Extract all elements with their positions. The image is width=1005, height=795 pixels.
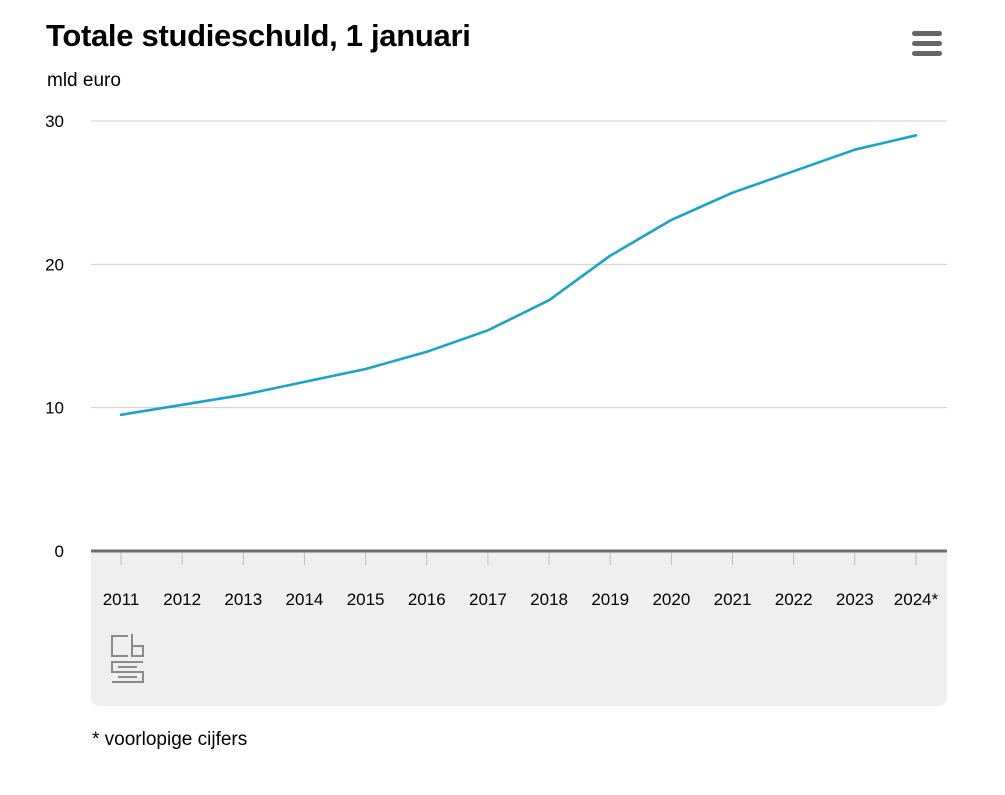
- x-tick-label: 2022: [775, 590, 813, 609]
- data-point[interactable]: [422, 347, 432, 357]
- x-tick-label: 2016: [408, 590, 446, 609]
- chart-title: Totale studieschuld, 1 januari: [46, 18, 471, 53]
- x-tick-label: 2013: [224, 590, 262, 609]
- line-chart: 0 10 20 30 2011 2012 2013 2014 2015 2016 2017 2018…: [45, 112, 947, 706]
- x-tick-label: 2018: [530, 590, 568, 609]
- x-tick-label: 2014: [286, 590, 324, 609]
- x-axis-ticks: 2011 2012 2013 2014 2015 2016 2017 2018 2019 2020…: [103, 553, 939, 609]
- data-point[interactable]: [238, 390, 248, 400]
- data-point[interactable]: [911, 130, 921, 140]
- data-point[interactable]: [789, 166, 799, 176]
- x-axis-band-top: [91, 551, 947, 563]
- x-tick-label: 2017: [469, 590, 507, 609]
- data-point[interactable]: [361, 364, 371, 374]
- data-point[interactable]: [666, 215, 676, 225]
- x-tick-label: 2012: [163, 590, 201, 609]
- y-tick-label: 30: [45, 112, 64, 131]
- data-point[interactable]: [116, 410, 126, 420]
- data-point[interactable]: [850, 145, 860, 155]
- y-tick-label: 0: [55, 542, 64, 561]
- series-layer: [116, 130, 921, 420]
- data-point[interactable]: [544, 295, 554, 305]
- data-point[interactable]: [299, 377, 309, 387]
- x-tick-label: 2023: [836, 590, 874, 609]
- y-axis-ticks: 0 10 20 30: [45, 112, 64, 561]
- footnote: * voorlopige cijfers: [92, 729, 248, 750]
- y-tick-label: 10: [45, 399, 64, 418]
- hamburger-menu-icon[interactable]: [909, 28, 945, 60]
- x-tick-label: 2015: [347, 590, 385, 609]
- data-point[interactable]: [177, 400, 187, 410]
- data-point[interactable]: [728, 188, 738, 198]
- x-tick-label: 2021: [714, 590, 752, 609]
- gridlines: [91, 120, 947, 409]
- x-tick-label: 2020: [652, 590, 690, 609]
- data-point[interactable]: [605, 251, 615, 261]
- x-tick-label: 2024*: [894, 590, 939, 609]
- x-axis-band: [91, 551, 947, 706]
- x-tick-label: 2019: [591, 590, 629, 609]
- y-axis-unit-label: mld euro: [47, 70, 121, 91]
- series-line[interactable]: [119, 134, 918, 417]
- y-tick-label: 20: [45, 255, 64, 274]
- x-tick-label: 2011: [103, 590, 140, 609]
- cbs-logo: [111, 634, 144, 683]
- data-point[interactable]: [483, 325, 493, 335]
